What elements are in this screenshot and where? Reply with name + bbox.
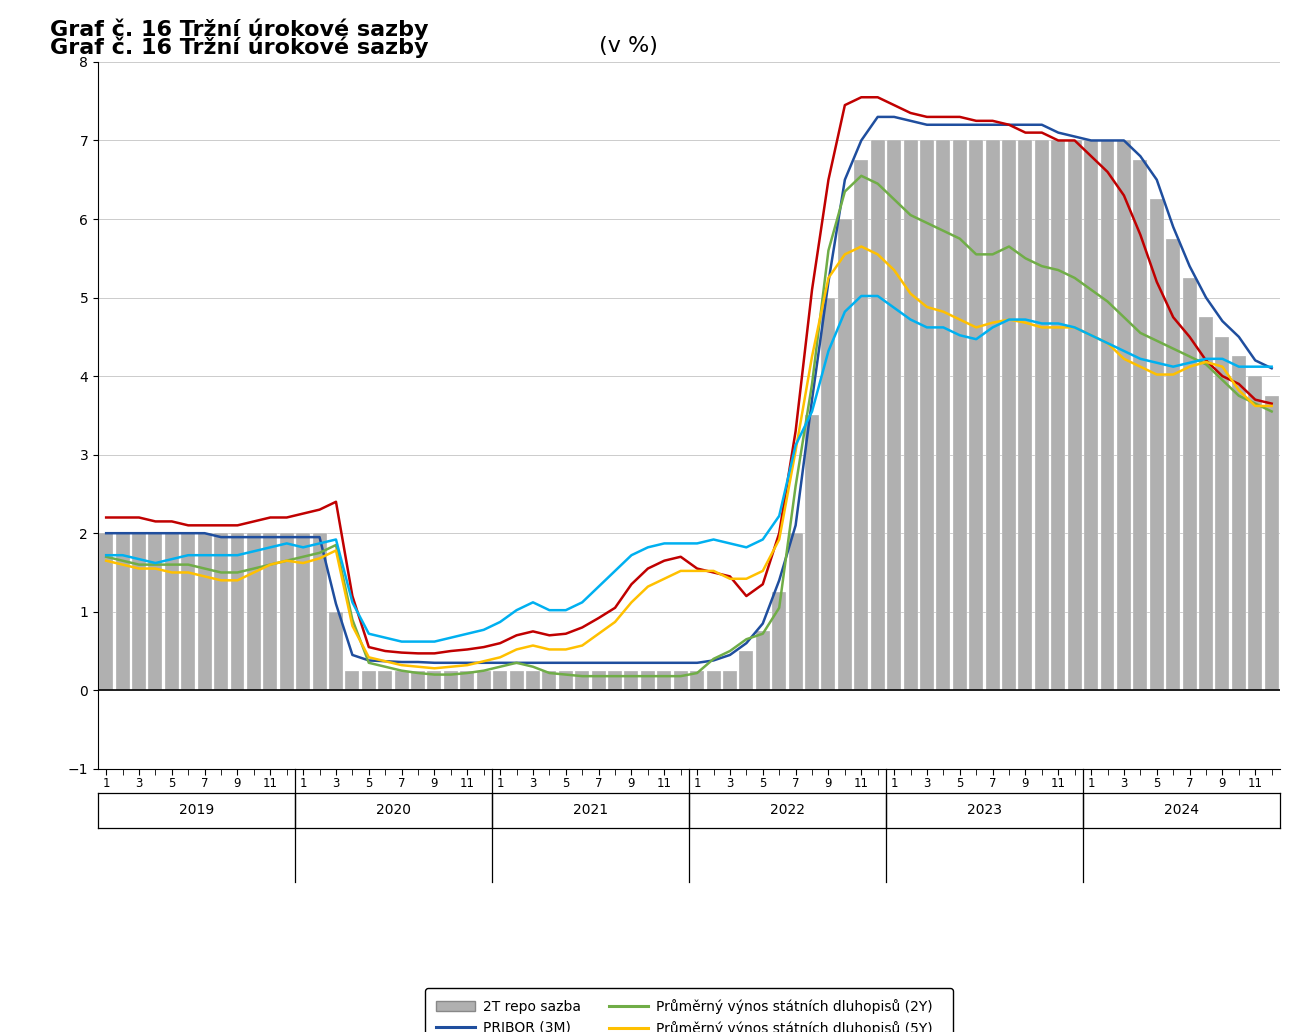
Bar xyxy=(1166,238,1181,690)
Bar xyxy=(690,671,704,690)
Bar xyxy=(312,534,326,690)
Bar xyxy=(919,140,934,690)
Text: Graf č. 16 Tržní úrokové sazby: Graf č. 16 Tržní úrokové sazby xyxy=(50,36,428,58)
Text: 2022: 2022 xyxy=(771,803,804,817)
Bar xyxy=(724,671,737,690)
Bar xyxy=(707,671,721,690)
Bar xyxy=(592,671,606,690)
Bar xyxy=(494,671,507,690)
Text: 2019: 2019 xyxy=(179,803,214,817)
Bar xyxy=(427,671,441,690)
Bar xyxy=(887,140,901,690)
Bar xyxy=(477,671,491,690)
Bar xyxy=(789,534,803,690)
Bar xyxy=(149,534,162,690)
Bar xyxy=(1183,278,1196,690)
Bar xyxy=(854,160,868,690)
Bar xyxy=(1199,317,1213,690)
Bar xyxy=(460,671,474,690)
Bar xyxy=(345,671,359,690)
Bar xyxy=(871,140,884,690)
Bar xyxy=(674,671,688,690)
Bar xyxy=(1051,140,1066,690)
Bar xyxy=(1002,140,1016,690)
Text: 2023: 2023 xyxy=(966,803,1002,817)
Bar xyxy=(1068,140,1081,690)
Bar xyxy=(804,415,819,690)
Bar xyxy=(641,671,654,690)
Bar xyxy=(99,534,114,690)
Bar xyxy=(279,534,294,690)
Bar xyxy=(264,534,277,690)
Bar xyxy=(296,534,310,690)
Bar xyxy=(230,534,244,690)
Bar xyxy=(1034,140,1049,690)
Bar xyxy=(953,140,966,690)
Bar xyxy=(1134,160,1148,690)
Bar xyxy=(394,671,409,690)
Bar xyxy=(559,671,573,690)
Bar xyxy=(247,534,261,690)
Text: Graf č. 16 Tržní úrokové sazby (v %): Graf č. 16 Tržní úrokové sazby (v %) xyxy=(50,19,452,39)
Bar xyxy=(1216,336,1229,690)
Bar xyxy=(1019,140,1033,690)
Bar xyxy=(969,140,983,690)
Bar xyxy=(936,140,951,690)
Legend: 2T repo sazba, PRIBOR (3M), PRIBOR (1Y), Průměrný výnos státních dluhopisů (2Y),: 2T repo sazba, PRIBOR (3M), PRIBOR (1Y),… xyxy=(424,988,953,1032)
Bar xyxy=(624,671,639,690)
Bar xyxy=(526,671,539,690)
Text: (v %): (v %) xyxy=(592,36,657,56)
Bar xyxy=(1232,356,1246,690)
Bar xyxy=(1101,140,1114,690)
Bar xyxy=(362,671,376,690)
Bar xyxy=(1117,140,1131,690)
Bar xyxy=(132,534,146,690)
Bar xyxy=(575,671,589,690)
Text: 2021: 2021 xyxy=(573,803,609,817)
Bar xyxy=(739,651,754,690)
Bar xyxy=(986,140,999,690)
Bar xyxy=(379,671,392,690)
Bar xyxy=(182,534,195,690)
Bar xyxy=(214,534,229,690)
Bar xyxy=(542,671,556,690)
Bar xyxy=(904,140,918,690)
Text: 2020: 2020 xyxy=(376,803,411,817)
Text: 2024: 2024 xyxy=(1164,803,1199,817)
Bar xyxy=(609,671,622,690)
Bar xyxy=(116,534,129,690)
Bar xyxy=(1149,199,1164,690)
Text: Graf č. 16 Tržní úrokové sazby: Graf č. 16 Tržní úrokové sazby xyxy=(50,19,428,39)
Bar xyxy=(197,534,212,690)
Bar xyxy=(1249,376,1262,690)
Bar xyxy=(756,632,769,690)
Bar xyxy=(444,671,458,690)
Bar xyxy=(657,671,671,690)
Bar xyxy=(1264,395,1279,690)
Bar xyxy=(1084,140,1098,690)
Bar xyxy=(411,671,424,690)
Bar xyxy=(329,612,343,690)
Bar xyxy=(838,219,852,690)
Bar xyxy=(509,671,524,690)
Bar xyxy=(772,592,786,690)
Bar xyxy=(165,534,179,690)
Bar xyxy=(821,297,836,690)
